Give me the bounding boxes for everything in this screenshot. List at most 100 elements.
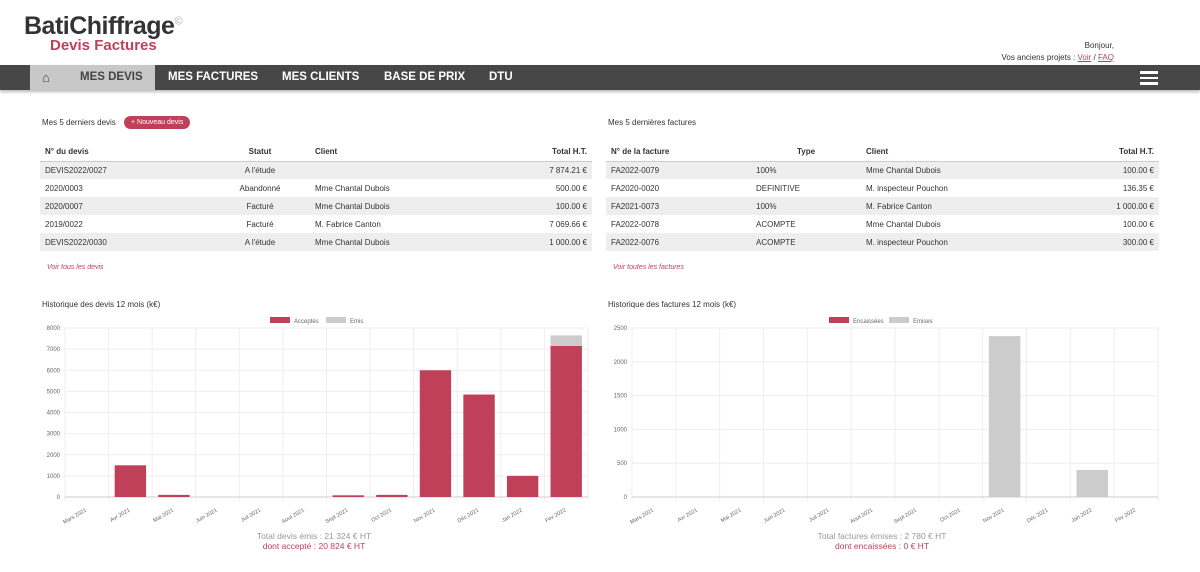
table-cell: FA2022-0076 bbox=[606, 233, 751, 251]
column-header[interactable]: Total H.T. bbox=[1056, 143, 1159, 162]
table-cell: Mme Chantal Dubois bbox=[315, 183, 390, 193]
y-tick-label: 1000 bbox=[47, 474, 61, 480]
faq-link[interactable]: FAQ bbox=[1097, 53, 1114, 62]
table-row[interactable]: FA2022-0079 100% Mme Chantal Dubois 100.00 … bbox=[606, 161, 1159, 179]
table-cell: ACOMPTE bbox=[751, 233, 861, 251]
x-tick-label: Avr 2021 bbox=[109, 508, 131, 524]
legend-swatch bbox=[326, 317, 346, 323]
factures-chart-title: Historique des factures 12 mois (k€) bbox=[608, 300, 737, 309]
nav-mes-clients[interactable]: MES CLIENTS bbox=[282, 71, 360, 83]
nav-mes-factures[interactable]: MES FACTURES bbox=[168, 71, 259, 83]
y-tick-label: 7000 bbox=[47, 347, 61, 353]
bar bbox=[114, 465, 147, 497]
bar bbox=[506, 475, 539, 497]
y-tick-label: 8000 bbox=[47, 326, 61, 332]
x-tick-label: Jan 2022 bbox=[1071, 508, 1094, 525]
nav-dtu[interactable]: DTU bbox=[489, 71, 513, 83]
devis-totals: Total devis émis : 21 324 € HT dont accep… bbox=[164, 531, 464, 551]
bar bbox=[988, 336, 1021, 497]
y-tick-label: 0 bbox=[624, 495, 628, 501]
table-cell: 500.00 € bbox=[555, 183, 587, 193]
table-row[interactable]: FA2022-0076 ACOMPTE M. inspecteur Pouchon 3… bbox=[606, 233, 1159, 251]
column-header[interactable]: Client bbox=[310, 143, 491, 162]
table-cell: DEFINITIVE bbox=[756, 183, 801, 193]
bar bbox=[332, 495, 364, 497]
devis-chart-title: Historique des devis 12 mois (k€) bbox=[42, 300, 161, 309]
x-tick-label: Avr 2021 bbox=[677, 508, 699, 524]
table-cell: DEVIS2022/0027 bbox=[40, 161, 210, 179]
x-tick-label: Sept 2021 bbox=[325, 508, 350, 526]
table-cell: Facturé bbox=[210, 197, 310, 215]
table-row[interactable]: 2020/0003 Abandonné Mme Chantal Dubois 500.… bbox=[40, 179, 592, 197]
x-tick-label: Fev 2022 bbox=[544, 508, 567, 525]
table-cell: 7 874.21 € bbox=[490, 161, 592, 179]
table-cell: 100.00 € bbox=[1056, 161, 1159, 179]
table-cell: 100.00 € bbox=[1122, 219, 1154, 229]
y-tick-label: 2000 bbox=[614, 360, 628, 366]
x-tick-label: Aout 2021 bbox=[281, 508, 306, 526]
column-header[interactable]: N° de la facture bbox=[606, 143, 751, 162]
x-tick-label: Juin 2021 bbox=[763, 508, 787, 525]
table-row[interactable]: FA2022-0078 ACOMPTE Mme Chantal Dubois 100.… bbox=[606, 215, 1159, 233]
table-cell: 100.00 € bbox=[490, 197, 592, 215]
x-tick-label: Mars 2021 bbox=[62, 508, 88, 526]
table-row[interactable]: DEVIS2022/0030 A l'étude Mme Chantal Duboi… bbox=[40, 233, 592, 251]
column-header[interactable]: N° du devis bbox=[40, 143, 210, 162]
x-tick-label: Nov 2021 bbox=[413, 508, 436, 525]
x-tick-label: Déc 2021 bbox=[457, 508, 480, 525]
home-icon[interactable]: ⌂ bbox=[42, 70, 50, 85]
legend-label: Emis bbox=[350, 319, 363, 325]
y-tick-label: 0 bbox=[57, 495, 61, 501]
x-tick-label: Oct 2021 bbox=[939, 508, 961, 524]
column-header[interactable]: Client bbox=[861, 143, 1057, 162]
devis-accepted: dont accepté : 20 824 € HT bbox=[262, 541, 366, 551]
new-devis-button[interactable]: + Nouveau devis bbox=[124, 116, 191, 129]
table-cell: 7 069.66 € bbox=[549, 219, 587, 229]
table-cell: 2020/0007 bbox=[40, 197, 210, 215]
x-tick-label: Jan 2022 bbox=[501, 508, 524, 525]
legend-label: Emises bbox=[913, 319, 933, 325]
table-cell: 1 000.00 € bbox=[490, 233, 592, 251]
bar bbox=[550, 345, 582, 497]
table-row[interactable]: DEVIS2022/0027 A l'étude 7 874.21 € bbox=[40, 161, 592, 179]
column-header[interactable]: Total H.T. bbox=[490, 143, 592, 162]
table-row[interactable]: FA2021-0073 100% M. Fabrice Canton 1 000.00… bbox=[606, 197, 1159, 215]
bar bbox=[419, 370, 452, 497]
x-tick-label: Aout 2021 bbox=[849, 508, 874, 526]
see-all-devis-link[interactable]: Voir tous les devis bbox=[47, 264, 104, 271]
legend-swatch bbox=[270, 317, 290, 323]
see-all-factures-link[interactable]: Voir toutes les factures bbox=[613, 264, 684, 271]
x-tick-label: Sept 2021 bbox=[893, 508, 918, 526]
nav-base-de-prix[interactable]: BASE DE PRIX bbox=[384, 71, 466, 83]
factures-totals: Total factures émises : 2 780 € HT dont e… bbox=[732, 531, 1032, 551]
logo-subtitle: Devis Factures bbox=[50, 37, 157, 54]
x-tick-label: Mai 2021 bbox=[720, 508, 743, 525]
y-tick-label: 2500 bbox=[614, 326, 628, 332]
table-row[interactable]: FA2020-0020 DEFINITIVE M. inspecteur Pouch… bbox=[606, 179, 1159, 197]
menu-icon[interactable] bbox=[1140, 71, 1158, 85]
bar bbox=[1076, 469, 1109, 497]
table-row[interactable]: 2019/0022 Facturé M. Fabrice Canton 7 069.6… bbox=[40, 215, 592, 233]
bar bbox=[463, 394, 495, 497]
greeting: Bonjour, Vos anciens projets : Voir / FA… bbox=[1001, 40, 1114, 64]
table-cell: 100% bbox=[751, 161, 861, 179]
table-row[interactable]: 2020/0007 Facturé Mme Chantal Dubois 100.00… bbox=[40, 197, 592, 215]
column-header[interactable]: Statut bbox=[210, 143, 310, 162]
x-tick-label: Mars 2021 bbox=[629, 508, 655, 526]
logo[interactable]: BatiChiffrage© bbox=[24, 12, 183, 41]
y-tick-label: 500 bbox=[617, 461, 628, 467]
table-cell: FA2022-0079 bbox=[606, 161, 751, 179]
devis-total: Total devis émis : 21 324 € HT bbox=[256, 531, 372, 541]
legend-label: Encaissées bbox=[853, 319, 884, 325]
legend-swatch bbox=[829, 317, 849, 323]
nav-mes-devis[interactable]: ⌂ MES DEVIS bbox=[30, 65, 155, 90]
y-tick-label: 4000 bbox=[47, 411, 61, 417]
see-projects-link[interactable]: Voir bbox=[1077, 53, 1092, 62]
column-header[interactable]: Type bbox=[751, 143, 861, 162]
table-cell: 100% bbox=[751, 197, 861, 215]
table-cell: 2019/0022 bbox=[45, 219, 83, 229]
bar bbox=[376, 494, 408, 497]
x-tick-label: Fev 2022 bbox=[1114, 508, 1137, 525]
factures-table: N° de la facture Type Client Total H.T. FA20… bbox=[606, 143, 1159, 251]
devis-table: N° du devis Statut Client Total H.T. DEVIS20… bbox=[40, 143, 592, 251]
